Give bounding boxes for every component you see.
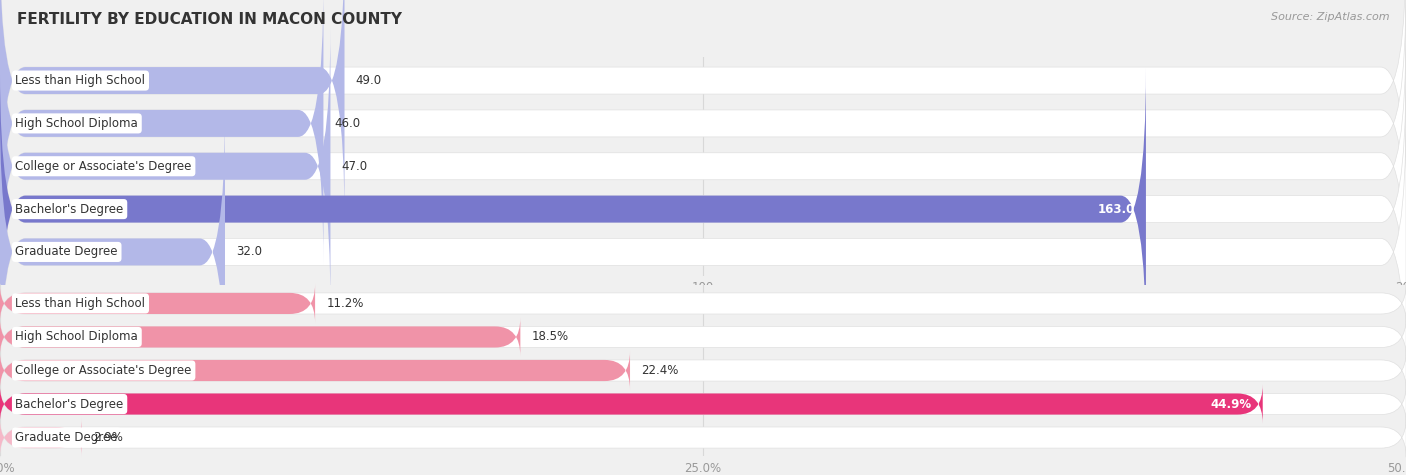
FancyBboxPatch shape bbox=[0, 384, 1263, 424]
Text: 49.0: 49.0 bbox=[356, 74, 382, 87]
FancyBboxPatch shape bbox=[0, 0, 323, 264]
FancyBboxPatch shape bbox=[0, 68, 1146, 350]
FancyBboxPatch shape bbox=[0, 111, 225, 393]
Text: Bachelor's Degree: Bachelor's Degree bbox=[15, 203, 124, 216]
FancyBboxPatch shape bbox=[0, 351, 1406, 390]
FancyBboxPatch shape bbox=[0, 0, 1406, 221]
Text: Less than High School: Less than High School bbox=[15, 74, 145, 87]
FancyBboxPatch shape bbox=[0, 0, 344, 221]
Text: College or Associate's Degree: College or Associate's Degree bbox=[15, 364, 191, 377]
Text: 163.0: 163.0 bbox=[1098, 203, 1135, 216]
Text: College or Associate's Degree: College or Associate's Degree bbox=[15, 160, 191, 173]
Text: 46.0: 46.0 bbox=[335, 117, 361, 130]
Text: High School Diploma: High School Diploma bbox=[15, 331, 138, 343]
FancyBboxPatch shape bbox=[0, 0, 1406, 264]
Text: 47.0: 47.0 bbox=[342, 160, 368, 173]
Text: 32.0: 32.0 bbox=[236, 246, 262, 258]
Text: Source: ZipAtlas.com: Source: ZipAtlas.com bbox=[1271, 12, 1389, 22]
Text: 18.5%: 18.5% bbox=[531, 331, 568, 343]
Text: 11.2%: 11.2% bbox=[326, 297, 364, 310]
FancyBboxPatch shape bbox=[0, 284, 1406, 323]
Text: Bachelor's Degree: Bachelor's Degree bbox=[15, 398, 124, 410]
FancyBboxPatch shape bbox=[0, 26, 1406, 307]
FancyBboxPatch shape bbox=[0, 111, 1406, 393]
FancyBboxPatch shape bbox=[0, 284, 315, 323]
Text: 44.9%: 44.9% bbox=[1211, 398, 1251, 410]
FancyBboxPatch shape bbox=[0, 418, 1406, 457]
Text: 2.9%: 2.9% bbox=[93, 431, 122, 444]
FancyBboxPatch shape bbox=[0, 351, 630, 390]
Text: 22.4%: 22.4% bbox=[641, 364, 679, 377]
FancyBboxPatch shape bbox=[0, 317, 520, 357]
Text: Graduate Degree: Graduate Degree bbox=[15, 246, 118, 258]
Text: FERTILITY BY EDUCATION IN MACON COUNTY: FERTILITY BY EDUCATION IN MACON COUNTY bbox=[17, 12, 402, 27]
Text: Graduate Degree: Graduate Degree bbox=[15, 431, 118, 444]
FancyBboxPatch shape bbox=[0, 317, 1406, 357]
Text: Less than High School: Less than High School bbox=[15, 297, 145, 310]
FancyBboxPatch shape bbox=[0, 384, 1406, 424]
FancyBboxPatch shape bbox=[0, 26, 330, 307]
FancyBboxPatch shape bbox=[0, 418, 82, 457]
Text: High School Diploma: High School Diploma bbox=[15, 117, 138, 130]
FancyBboxPatch shape bbox=[0, 68, 1406, 350]
